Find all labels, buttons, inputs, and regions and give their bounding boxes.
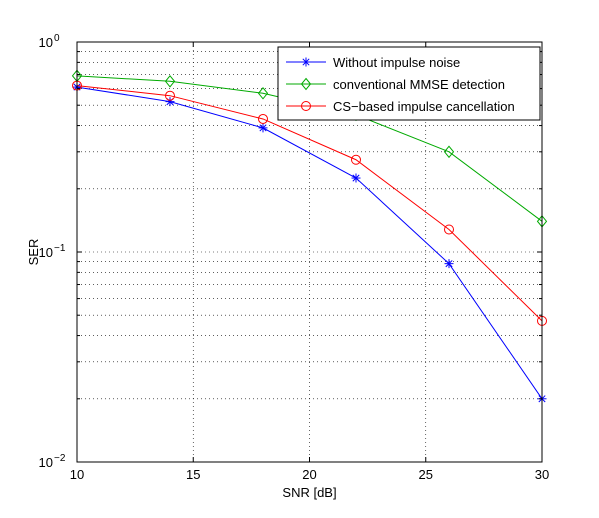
series-line [76, 86, 543, 400]
circle-marker [258, 113, 268, 124]
star-marker [445, 260, 453, 268]
circle-marker [301, 101, 311, 111]
legend-label: conventional MMSE detection [333, 77, 505, 92]
diamond-marker [164, 74, 176, 88]
diamond-marker [300, 77, 312, 91]
legend-label: CS−based impulse cancellation [333, 99, 515, 114]
y-axis-title: SER [26, 239, 41, 266]
x-tick-label: 10 [70, 467, 84, 482]
y-tick-exponent: 0 [54, 33, 60, 44]
star-marker [302, 58, 310, 66]
x-axis-title: SNR [dB] [282, 485, 336, 500]
star-marker [352, 174, 360, 182]
legend: Without impulse noise conventional MMSE d… [277, 46, 541, 121]
x-tick-label: 15 [186, 467, 200, 482]
circle-marker [165, 90, 175, 101]
x-tick-label: 25 [419, 467, 433, 482]
star-marker [259, 124, 267, 132]
x-tick-label: 20 [302, 467, 316, 482]
y-tick-label: 10 [39, 245, 53, 260]
y-tick-label: 10 [39, 455, 53, 470]
diamond-marker [443, 145, 455, 159]
y-tick-label: 10 [39, 35, 53, 50]
y-tick-exponent: −2 [54, 453, 66, 464]
circle-marker [351, 154, 361, 165]
x-tick-label: 30 [535, 467, 549, 482]
legend-label: Without impulse noise [333, 55, 460, 70]
circle-marker [444, 224, 454, 235]
y-tick-exponent: −1 [54, 243, 66, 254]
diamond-marker [257, 86, 269, 100]
series-line [76, 85, 543, 322]
